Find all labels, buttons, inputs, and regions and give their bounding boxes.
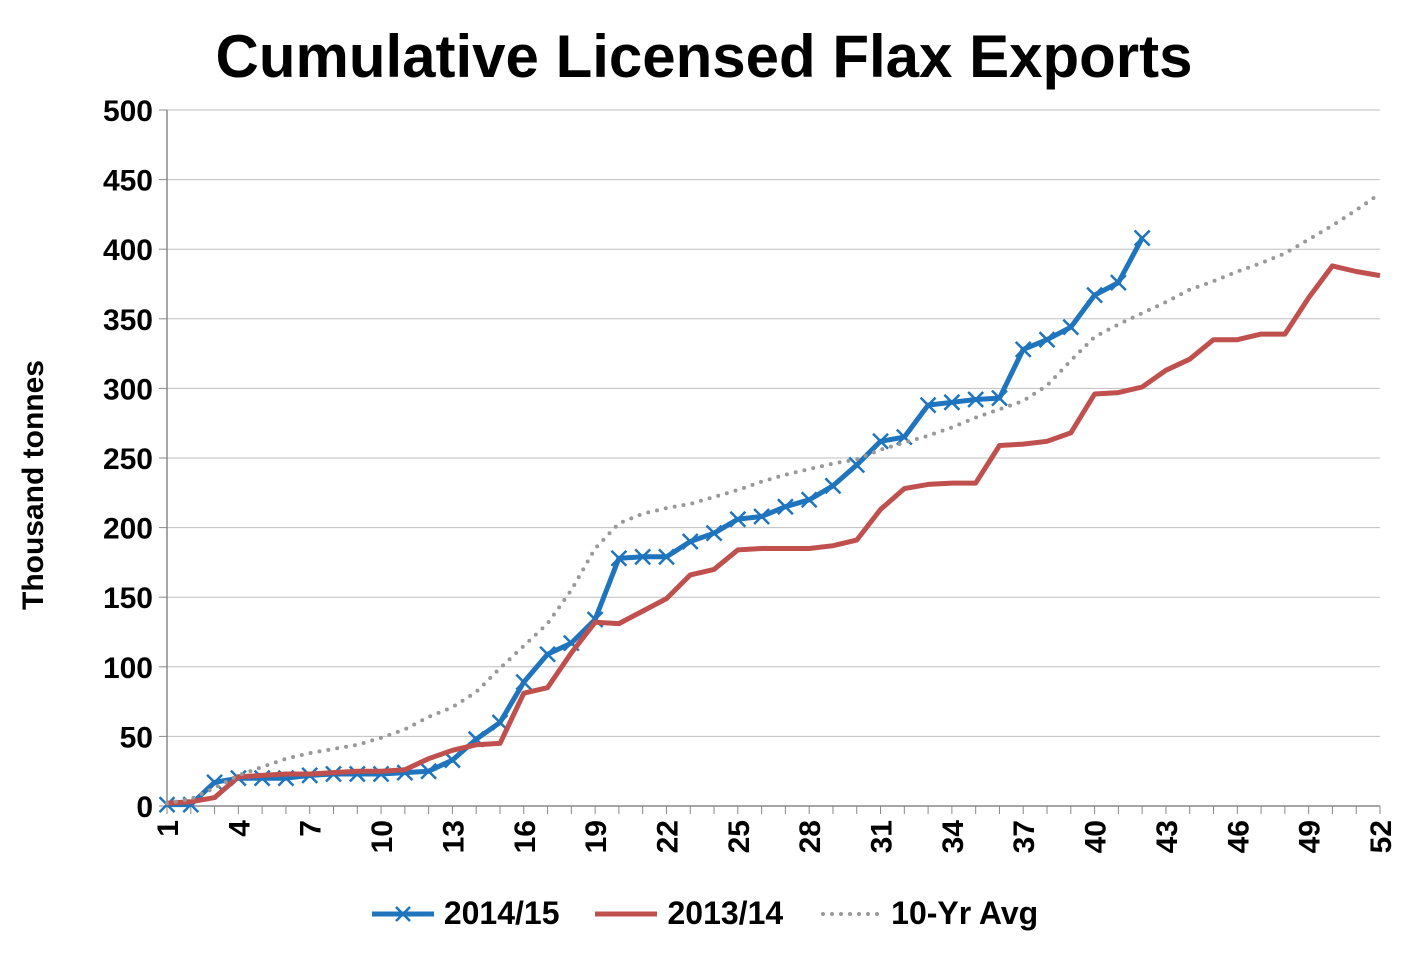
y-tick-label: 0 [136,791,153,824]
y-tick-label: 250 [103,443,153,476]
series-line-2013-14 [166,263,1381,806]
legend-item: 2013/14 [593,895,783,932]
x-tick-label: 28 [794,820,827,853]
legend-swatch [595,911,658,916]
y-tick-label: 350 [103,304,153,337]
x-tick-label: 13 [437,820,470,853]
x-tick-label: 49 [1294,820,1327,853]
y-tick-label: 400 [103,234,153,267]
x-tick-label: 4 [223,820,256,837]
series-line-2014-15 [167,236,1145,808]
legend-label: 2013/14 [667,895,784,931]
x-tick-label: 52 [1365,820,1398,853]
data-point-marker [919,396,937,414]
y-tick-label: 200 [103,513,153,546]
x-tick-label: 31 [866,820,899,853]
data-point-marker [729,510,747,528]
x-tick-label: 22 [651,820,684,853]
chart-title: Cumulative Licensed Flax Exports [215,23,1193,90]
data-point-marker [777,498,794,516]
x-tick-label: 43 [1151,820,1184,853]
data-point-marker [1014,341,1032,358]
legend-item: 10-Yr Avg [817,895,1038,932]
legend: 2014/15 2013/14 10-Yr Avg [0,895,1408,932]
x-tick-label: 25 [723,820,756,853]
data-point-marker [420,762,438,780]
axes [159,109,1381,814]
data-point-marker [444,751,461,769]
data-point-marker [753,508,770,525]
x-tick-label: 34 [937,820,970,854]
data-point-marker [610,549,628,567]
data-point-marker [967,391,985,408]
x-tick-label: 40 [1080,820,1113,853]
data-point-marker [705,524,723,542]
y-tick-label: 100 [103,652,153,685]
x-tick-label: 7 [295,820,328,837]
data-point-marker [206,773,223,791]
data-point-marker [991,389,1008,407]
x-tick-label: 19 [580,820,613,853]
data-point-marker [1062,318,1080,336]
legend-swatch [371,905,434,922]
y-axis-label: Thousand tonnes [17,360,50,610]
y-tick-label: 450 [103,165,153,198]
data-point-marker [515,673,533,691]
y-tick-label: 50 [120,721,153,754]
y-tick-label: 150 [103,582,153,615]
legend-item: 2014/15 [370,895,560,932]
x-tick-label: 46 [1222,820,1255,853]
data-point-marker [848,456,866,474]
data-point-marker [1133,229,1151,247]
data-point-marker [681,533,699,550]
grid [167,109,1380,737]
legend-swatch [821,911,884,916]
legend-label: 10-Yr Avg [891,895,1039,931]
data-point-marker [800,491,818,509]
y-tick-label: 500 [103,95,153,128]
data-point-marker [872,432,889,450]
series-line-10-yr-avg [165,191,1382,806]
ticks: 0 50 100 150 200 250 300 350 400 450 500 1 4 7 10 13 16 1… [103,95,1398,853]
data-point-marker [943,393,961,411]
data-point-marker [1038,331,1056,349]
x-tick-label: 37 [1008,820,1041,853]
data-point-marker [634,548,652,566]
legend-marker-x [394,905,411,922]
data-point-marker [824,477,842,495]
x-tick-label: 16 [509,820,542,853]
data-point-marker [1109,274,1127,291]
series-layer [158,191,1382,813]
data-point-marker [658,548,675,566]
y-tick-label: 300 [103,373,153,406]
data-point-marker [1086,286,1103,304]
x-tick-label: 1 [152,820,185,837]
x-tick-label: 10 [366,820,399,853]
data-point-marker [539,645,556,663]
legend-label: 2014/15 [443,895,560,931]
